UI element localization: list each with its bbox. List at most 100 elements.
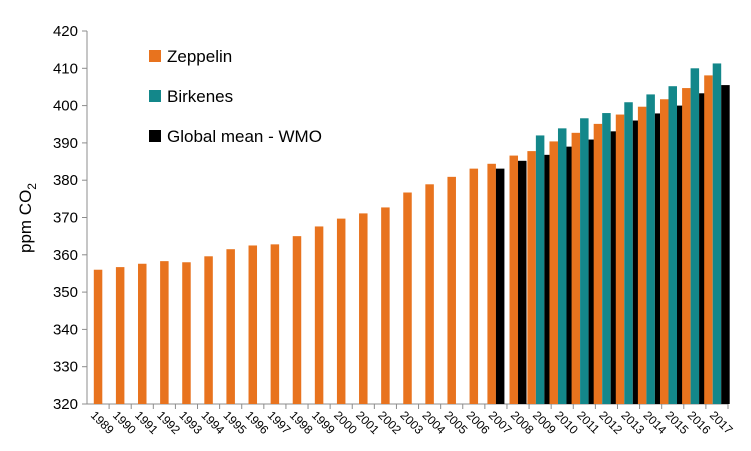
legend-swatch [149,50,161,62]
bar-zeppelin-2013 [615,114,625,404]
x-tick-label: 1993 [176,408,205,437]
x-tick-label: 2014 [641,408,670,437]
bar-birkenes-2009 [535,135,545,404]
bar-zeppelin-1996 [248,245,258,404]
bar-zeppelin-2007 [487,163,496,404]
bar-global-mean-wmo-2016 [699,93,708,404]
bar-birkenes-2012 [602,113,611,404]
bar-birkenes-2017 [712,63,722,405]
x-tick-label: 2008 [508,408,537,437]
bar-global-mean-wmo-2013 [632,120,642,405]
x-tick-label: 1999 [309,408,338,437]
x-tick-label: 1990 [110,408,139,437]
y-axis-label: ppm CO2 [16,183,39,253]
x-tick-label: 1998 [287,408,316,437]
bar-zeppelin-1992 [160,261,169,404]
bar-zeppelin-2001 [359,213,368,404]
bar-zeppelin-1991 [138,263,147,404]
x-tick-label: 2012 [596,408,625,437]
x-tick-label: 2007 [486,408,515,437]
bar-zeppelin-2017 [704,75,713,405]
y-tick-label: 420 [53,23,78,40]
x-tick-label: 2009 [530,408,559,437]
x-tick-label: 1994 [198,408,227,437]
bar-zeppelin-2002 [381,207,390,404]
y-tick-label: 380 [53,172,78,189]
bar-zeppelin-1997 [270,244,280,404]
x-tick-label: 1991 [132,408,161,437]
bar-zeppelin-1989 [93,269,103,404]
x-tick-label: 2002 [375,408,404,437]
bar-zeppelin-1994 [204,256,213,404]
y-axis-label-main: ppm CO [16,190,35,253]
legend-swatch [149,90,161,102]
x-tick-label: 2013 [618,408,647,437]
y-tick-label: 400 [53,98,78,115]
bar-birkenes-2010 [557,128,567,404]
bar-zeppelin-2004 [425,184,434,404]
y-axis: 320 330 340 350 360 370 380 390 400 410 420 [53,23,88,413]
bar-global-mean-wmo-2012 [610,131,620,404]
bar-global-mean-wmo-2017 [721,85,730,405]
x-tick-label: 2010 [552,408,581,437]
bar-global-mean-wmo-2015 [676,105,686,404]
bar-zeppelin-2008 [509,155,519,404]
bar-zeppelin-2011 [571,132,581,405]
x-tick-label: 2005 [442,408,471,437]
bar-zeppelin-1999 [314,226,324,404]
bar-birkenes-2014 [646,94,655,404]
bar-zeppelin-2009 [527,151,536,404]
bar-zeppelin-1995 [226,249,235,404]
y-tick-label: 330 [53,359,78,376]
bar-global-mean-wmo-2011 [588,139,598,404]
x-tick-label: 2011 [574,408,602,436]
x-tick-label: 2004 [419,408,448,437]
legend-label: Birkenes [167,87,233,106]
x-tick-label: 2017 [707,408,736,437]
bar-global-mean-wmo-2010 [566,146,575,404]
x-tick-label: 1996 [243,408,272,437]
y-tick-label: 370 [53,210,78,227]
bar-zeppelin-2012 [593,123,603,404]
legend-label: Global mean - WMO [167,127,322,146]
bar-birkenes-2016 [690,68,700,405]
y-tick-label: 410 [53,60,78,77]
bar-birkenes-2011 [580,118,589,405]
y-tick-label: 360 [53,247,78,264]
bar-zeppelin-2010 [549,141,558,404]
y-axis-label-subscript: 2 [25,183,39,190]
legend-swatch [149,130,161,142]
bar-zeppelin-2006 [469,168,479,404]
y-tick-label: 390 [53,135,78,152]
x-tick-label: 1995 [221,408,250,437]
bars [93,63,730,405]
bar-zeppelin-2005 [447,176,456,404]
x-tick-label: 2016 [685,408,714,437]
x-tick-label: 2006 [464,408,493,437]
bar-zeppelin-2003 [403,192,412,404]
x-tick-label: 2015 [663,408,692,437]
bar-birkenes-2013 [624,102,633,405]
x-tick-label: 1992 [154,408,183,437]
bar-zeppelin-1993 [182,262,191,404]
bar-global-mean-wmo-2008 [518,160,527,404]
bar-zeppelin-2014 [637,106,647,405]
x-tick-label: 2001 [353,408,382,437]
bar-zeppelin-2016 [682,88,691,404]
bar-global-mean-wmo-2007 [495,168,505,404]
bar-zeppelin-2015 [659,99,669,404]
x-tick-label: 2003 [397,408,426,437]
bar-global-mean-wmo-2009 [544,154,553,404]
legend: Zeppelin Birkenes Global mean - WMO [149,47,322,146]
bar-zeppelin-1990 [115,267,125,404]
x-tick-label: 2000 [331,408,360,437]
y-tick-label: 340 [53,321,78,338]
bar-zeppelin-1998 [292,236,302,404]
y-tick-label: 350 [53,284,78,301]
x-tick-label: 1989 [88,408,117,437]
bar-global-mean-wmo-2014 [654,113,664,405]
legend-label: Zeppelin [167,47,232,66]
x-axis: 1989199019911992199319941995199619971998… [87,403,736,437]
y-tick-label: 320 [53,396,78,413]
